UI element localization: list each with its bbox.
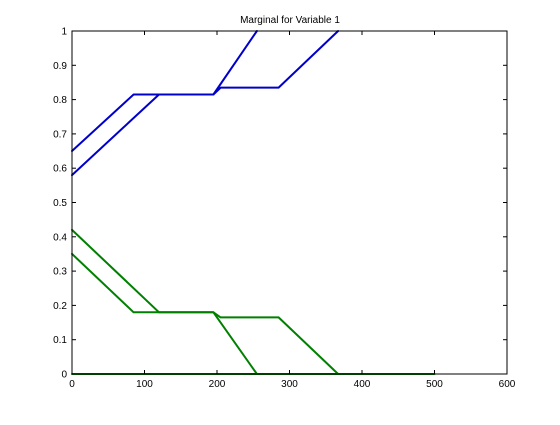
plot-box: [71, 30, 508, 375]
y-tick-label: 0.1: [53, 335, 67, 346]
y-tick-label: 1: [61, 27, 67, 38]
chart-title: Marginal for Variable 1: [240, 15, 340, 26]
x-tick-label: 300: [281, 379, 298, 390]
y-tick-label: 0.8: [53, 95, 67, 106]
series-line-3: [71, 228, 258, 375]
x-tick-label: 0: [69, 379, 75, 390]
y-tick-label: 0.9: [53, 61, 67, 72]
plot-area: [71, 30, 436, 375]
y-tick-label: 0.3: [53, 267, 67, 278]
x-tick-label: 400: [354, 379, 371, 390]
y-tick-label: 0.4: [53, 232, 67, 243]
x-tick-label: 600: [499, 379, 516, 390]
y-tick-label: 0.2: [53, 301, 67, 312]
y-tick-label: 0.6: [53, 164, 67, 175]
y-tick-label: 0.7: [53, 129, 67, 140]
y-tick-label: 0.5: [53, 198, 67, 209]
x-tick-label: 200: [209, 379, 226, 390]
series-line-1: [71, 30, 258, 152]
series-line-2: [71, 30, 340, 177]
axes: 0 100 200 300 400 500 600 0 0.1 0.2 0.3 0.4 0.5 0.6 0.…: [53, 27, 516, 391]
series-line-4: [71, 252, 340, 375]
x-tick-label: 100: [136, 379, 153, 390]
y-tick-label: 0: [61, 370, 67, 381]
x-tick-label: 500: [426, 379, 443, 390]
